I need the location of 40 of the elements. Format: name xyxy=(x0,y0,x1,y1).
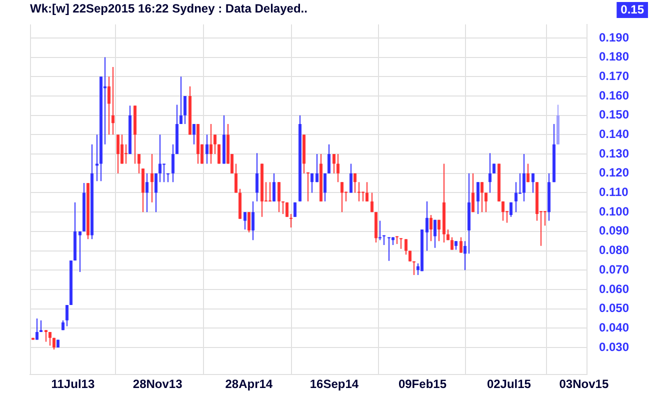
y-tick-label: 0.140 xyxy=(598,126,630,141)
candlestick xyxy=(162,164,166,182)
x-tick-label: 28Nov13 xyxy=(132,377,183,392)
candlestick xyxy=(378,220,382,240)
candlestick xyxy=(290,214,292,228)
candlestick xyxy=(282,201,284,214)
candlestick xyxy=(358,182,360,202)
x-tick-label: 28Apr14 xyxy=(225,377,273,392)
candlestick xyxy=(544,211,546,226)
y-tick-label: 0.120 xyxy=(598,166,630,180)
y-tick-label: 0.050 xyxy=(598,301,630,316)
y-tick-label: 0.130 xyxy=(598,146,630,160)
y-tick-label: 0.170 xyxy=(598,68,630,83)
y-tick-label: 0.060 xyxy=(598,282,630,296)
candlestick xyxy=(124,144,128,164)
candlestick xyxy=(306,172,310,202)
candlestick xyxy=(268,182,272,202)
candlestick xyxy=(388,237,390,261)
candlestick xyxy=(400,238,402,249)
chart-title: Wk:[w] 22Sep2015 16:22 Sydney : Data Delayed.. xyxy=(30,2,308,16)
candlestick xyxy=(412,261,416,275)
x-tick-label: 03Nov15 xyxy=(559,377,609,392)
candlestick xyxy=(96,134,98,182)
y-tick-label: 0.040 xyxy=(598,320,630,334)
y-tick-label: 0.190 xyxy=(598,30,630,44)
y-tick-label: 0.090 xyxy=(598,224,630,238)
y-tick-label: 0.110 xyxy=(598,185,629,200)
x-tick-label: 09Feb15 xyxy=(398,377,447,392)
x-tick-label: 16Sep14 xyxy=(310,377,359,392)
candlestick xyxy=(78,231,82,272)
x-tick-label: 11Jul13 xyxy=(51,377,95,392)
y-tick-label: 0.030 xyxy=(598,340,630,354)
y-tick-label: 0.080 xyxy=(598,243,630,258)
y-tick-label: 0.150 xyxy=(598,108,630,122)
y-tick-label: 0.160 xyxy=(598,88,630,102)
y-tick-label: 0.100 xyxy=(598,204,630,218)
y-tick-label: 0.180 xyxy=(598,50,630,64)
text: 0.15 xyxy=(620,2,644,16)
y-tick-label: 0.070 xyxy=(598,262,630,276)
x-tick-label: 02Jul15 xyxy=(486,377,532,392)
